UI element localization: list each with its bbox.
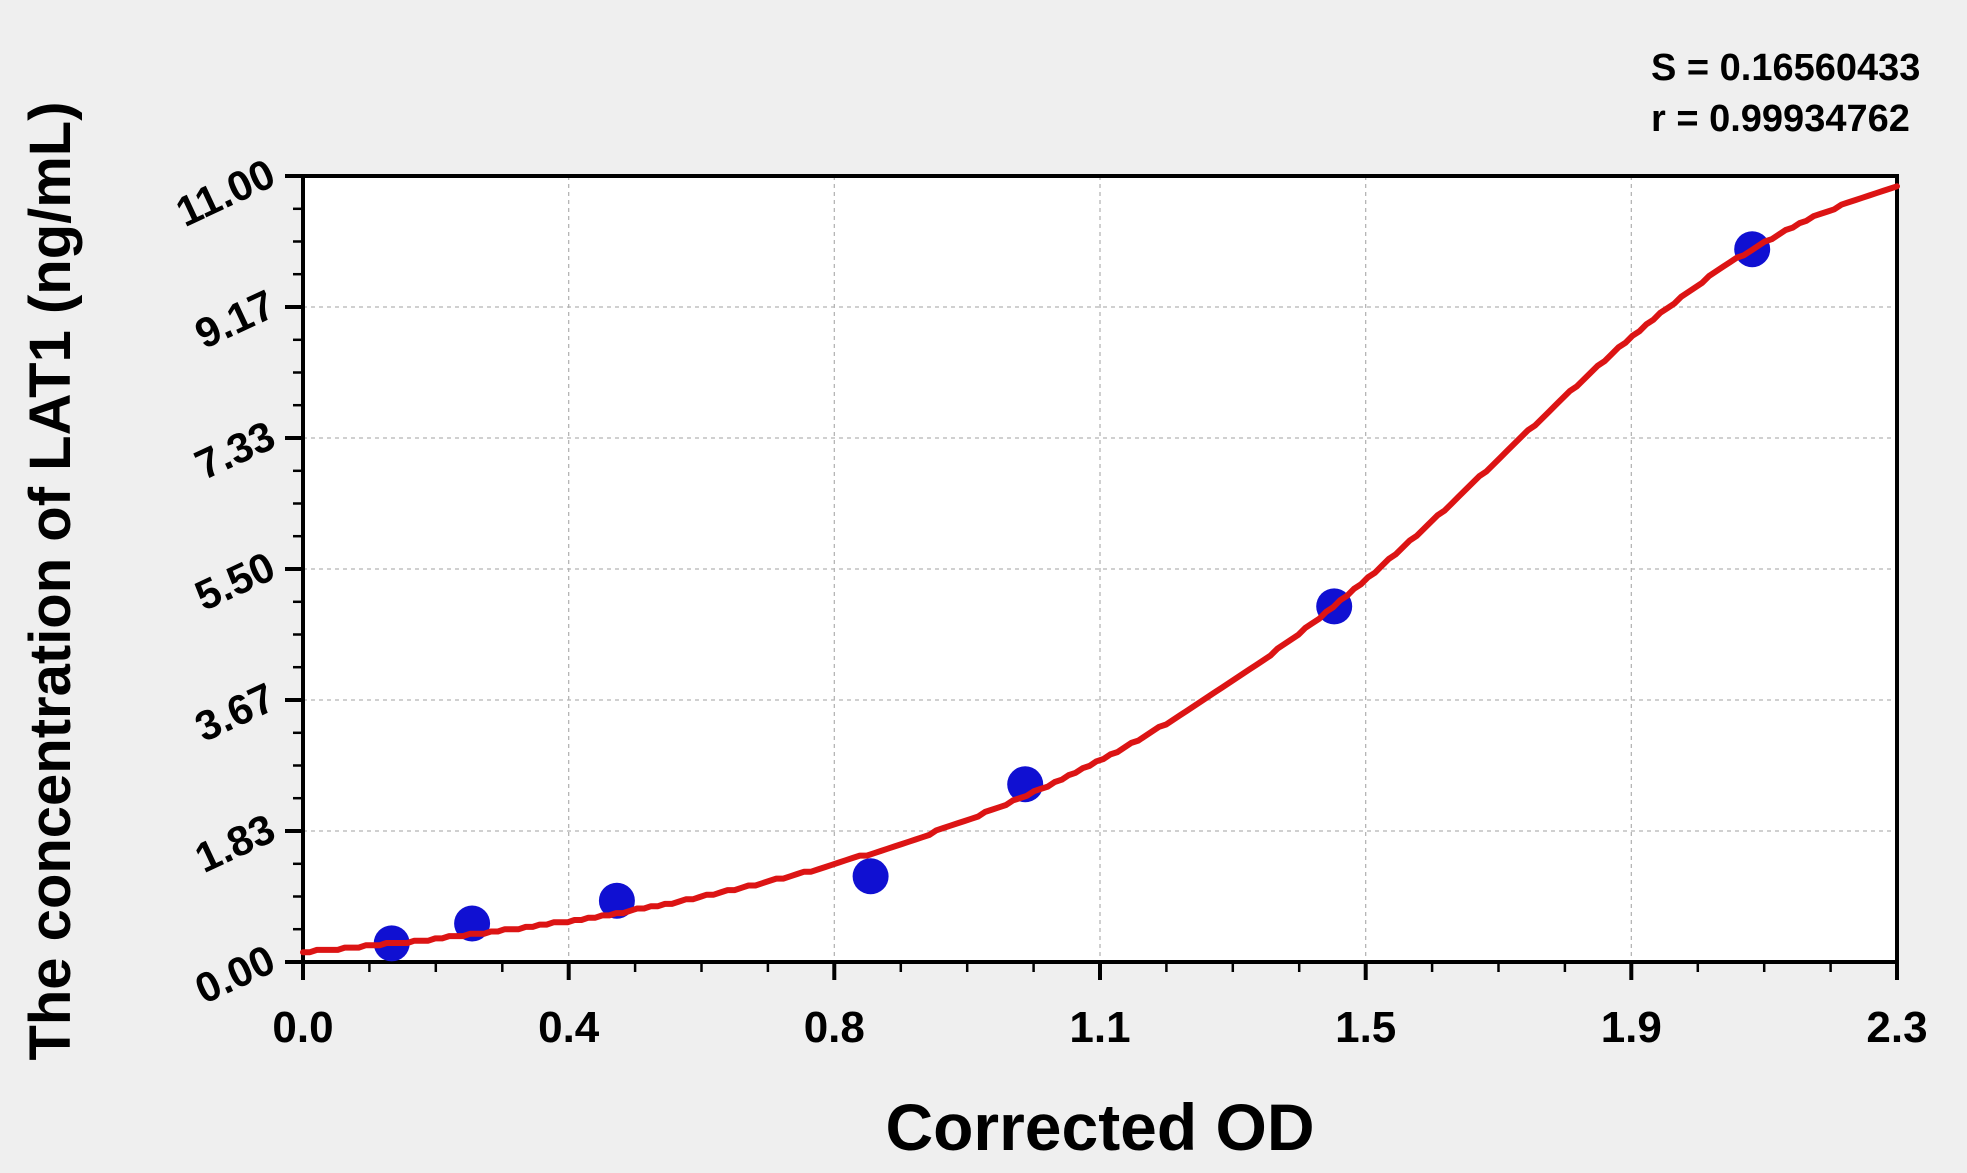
svg-text:1.5: 1.5 (1335, 1003, 1396, 1052)
svg-text:r = 0.99934762: r = 0.99934762 (1651, 98, 1910, 140)
svg-text:Corrected OD: Corrected OD (885, 1090, 1314, 1164)
svg-text:The concentration of LAT1 (ng/: The concentration of LAT1 (ng/mL) (18, 101, 83, 1060)
svg-text:2.3: 2.3 (1866, 1003, 1927, 1052)
svg-text:S = 0.16560433: S = 0.16560433 (1651, 47, 1920, 89)
svg-text:0.8: 0.8 (804, 1003, 865, 1052)
svg-text:1.9: 1.9 (1601, 1003, 1662, 1052)
svg-text:1.1: 1.1 (1069, 1003, 1130, 1052)
svg-text:0.4: 0.4 (538, 1003, 600, 1052)
svg-text:0.0: 0.0 (272, 1003, 333, 1052)
